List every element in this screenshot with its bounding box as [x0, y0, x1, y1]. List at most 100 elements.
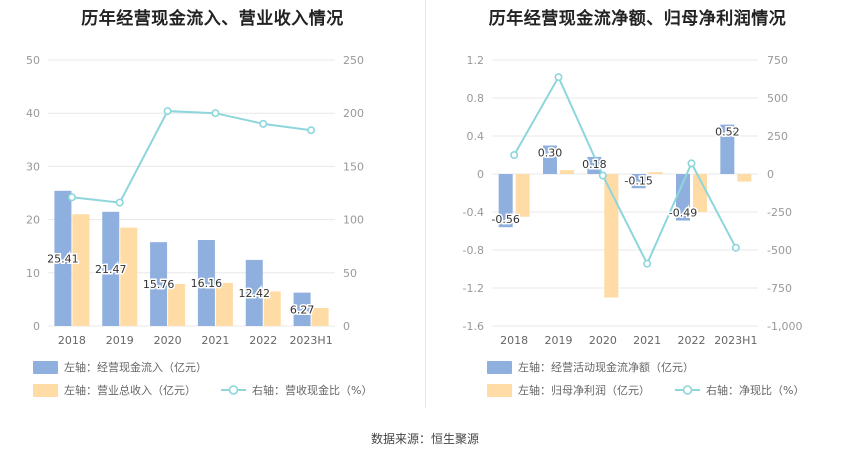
bar-primary — [245, 259, 263, 326]
bar-data-label: -0.15 — [624, 174, 652, 187]
bar-secondary — [120, 227, 138, 326]
right-axis-tick-label: -500 — [767, 244, 792, 257]
line-point — [687, 159, 696, 168]
legend-label: 左轴：营业总收入（亿元） — [64, 383, 196, 397]
bar-data-label: 16.16 — [191, 277, 223, 290]
bar-secondary — [693, 174, 707, 212]
bar-primary — [676, 174, 690, 221]
right-chart-title: 历年经营现金流净额、归母净利润情况 — [488, 9, 787, 29]
left-axis-tick-label: -1.6 — [463, 320, 484, 333]
line-point — [643, 259, 652, 268]
bar-data-label: 15.76 — [143, 278, 175, 291]
category-label: 2019 — [545, 334, 573, 347]
category-label: 2022 — [249, 334, 277, 347]
left-axis-tick-label: 1.2 — [467, 54, 485, 67]
right-axis-tick-label: -1,000 — [767, 320, 802, 333]
bar-data-label: 25.41 — [47, 252, 79, 265]
bar-data-label: -0.56 — [491, 213, 519, 226]
right-axis-tick-label: 0 — [343, 320, 350, 333]
bar-primary — [150, 242, 168, 326]
ratio-line — [71, 110, 312, 204]
legend-label: 右轴：营收现金比（%） — [252, 383, 372, 397]
line-point — [307, 126, 316, 135]
bar-primary — [587, 156, 602, 174]
right-axis-tick-label: 250 — [767, 130, 788, 143]
legend-swatch — [487, 384, 512, 397]
legend-swatch — [487, 361, 512, 374]
bar-data-label: 21.47 — [95, 263, 127, 276]
left-axis-tick-label: 0 — [477, 168, 484, 181]
bar-secondary — [168, 283, 186, 326]
bar-secondary — [263, 291, 281, 326]
line-point — [554, 73, 563, 82]
left-axis-tick-label: 0 — [33, 320, 40, 333]
line-point — [67, 193, 76, 202]
bar-secondary — [515, 174, 530, 217]
right-axis-tick-label: 0 — [767, 168, 774, 181]
right-axis-tick-label: -250 — [767, 206, 792, 219]
right-axis-tick-label: 150 — [343, 160, 364, 173]
line-point — [211, 109, 220, 118]
line-point — [163, 107, 172, 116]
left-axis-tick-label: 10 — [26, 267, 40, 280]
legend-swatch — [33, 384, 58, 397]
bar-primary — [197, 240, 215, 326]
bar-primary — [720, 124, 735, 174]
right-axis-tick-label: 500 — [767, 92, 788, 105]
bar-secondary — [72, 214, 90, 326]
bar-data-label: 0.52 — [715, 126, 740, 139]
line-point — [115, 198, 124, 207]
legend-label: 左轴：经营活动现金流净额（亿元） — [518, 360, 694, 374]
left-axis-tick-label: 30 — [26, 160, 40, 173]
left-axis-tick-label: 0.4 — [467, 130, 485, 143]
line-point — [598, 171, 607, 180]
legend-swatch — [33, 361, 58, 374]
legend-line-marker — [228, 385, 239, 395]
ratio-line — [513, 74, 737, 267]
left-chart-title: 历年经营现金流入、营业收入情况 — [81, 9, 344, 29]
category-label: 2018 — [500, 334, 528, 347]
line-point — [259, 119, 268, 128]
category-label: 2019 — [106, 334, 134, 347]
bar-primary — [631, 174, 646, 189]
right-axis-tick-label: 100 — [343, 214, 364, 227]
line-point — [731, 243, 740, 252]
bar-primary — [102, 211, 120, 326]
category-label: 2021 — [201, 334, 229, 347]
category-label: 2018 — [58, 334, 86, 347]
legend-label: 左轴：归母净利润（亿元） — [518, 383, 650, 397]
bar-primary — [543, 145, 557, 174]
bar-secondary — [737, 174, 752, 182]
left-axis-tick-label: 0.8 — [467, 92, 485, 105]
bar-data-label: 0.30 — [538, 147, 563, 160]
legend-line-marker — [682, 385, 693, 395]
bar-secondary — [604, 174, 619, 298]
category-label: 2023H1 — [289, 334, 332, 347]
bar-data-label: -0.49 — [669, 207, 697, 220]
bar-data-label: 0.18 — [582, 158, 607, 171]
data-source: 数据来源：恒生聚源 — [370, 432, 479, 446]
bar-secondary — [215, 282, 233, 326]
left-axis-tick-label: 20 — [26, 214, 40, 227]
line-point — [510, 151, 519, 160]
category-label: 2021 — [633, 334, 661, 347]
left-axis-tick-label: 50 — [26, 54, 40, 67]
right-axis-tick-label: -750 — [767, 282, 792, 295]
panel-divider — [425, 0, 426, 408]
bar-secondary — [311, 307, 329, 326]
left-axis-tick-label: -0.8 — [463, 244, 484, 257]
bar-primary — [498, 174, 513, 228]
left-axis-tick-label: -0.4 — [463, 206, 484, 219]
category-label: 2020 — [589, 334, 617, 347]
bar-primary — [54, 190, 72, 326]
right-axis-tick-label: 750 — [767, 54, 788, 67]
bar-secondary — [560, 170, 574, 174]
category-label: 2022 — [678, 334, 706, 347]
right-axis-tick-label: 200 — [343, 107, 364, 120]
bar-data-label: 6.27 — [290, 303, 315, 316]
legend-label: 左轴：经营现金流入（亿元） — [64, 360, 207, 374]
bar-primary — [293, 292, 311, 326]
left-axis-tick-label: -1.2 — [463, 282, 484, 295]
right-axis-tick-label: 250 — [343, 54, 364, 67]
